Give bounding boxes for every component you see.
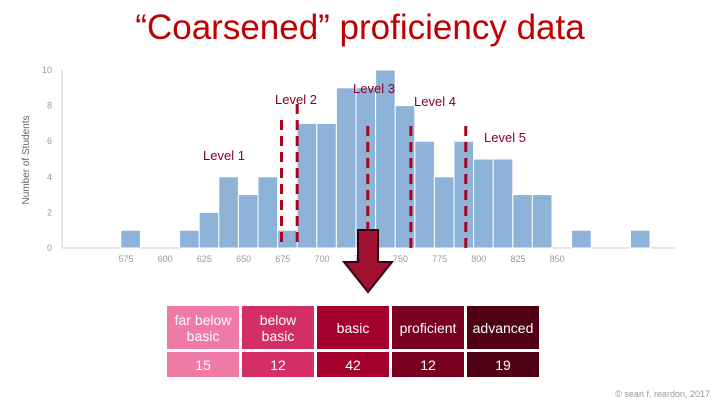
x-tick-label: 850 — [550, 254, 565, 264]
count-cell: 12 — [242, 352, 314, 377]
page-title: “Coarsened” proficiency data — [135, 8, 585, 47]
category-cell: far below basic — [167, 306, 239, 349]
histogram-bar — [375, 69, 396, 249]
category-cell: advanced — [467, 306, 539, 349]
category-cell: proficient — [392, 306, 464, 349]
histogram-bar — [512, 194, 533, 249]
y-tick-label: 6 — [47, 136, 52, 146]
category-cell: basic — [317, 306, 389, 349]
histogram-chart: Number of Students 0 2 4 6 8 10 575 600 625 650 6… — [21, 65, 675, 294]
level-label-1: Level 1 — [203, 148, 245, 163]
histogram-bar — [179, 229, 200, 249]
proficiency-table: far below basic below basic basic profic… — [164, 303, 542, 380]
y-tick-label: 10 — [42, 65, 52, 75]
histogram-bar — [335, 87, 357, 249]
x-tick-label: 675 — [275, 254, 290, 264]
histogram-bar — [198, 211, 220, 249]
histogram-bar — [453, 140, 475, 249]
histogram-bar — [433, 176, 455, 249]
histogram-bar — [473, 158, 494, 249]
y-tick-label: 8 — [47, 101, 52, 111]
down-arrow-icon — [341, 229, 395, 294]
count-cell: 19 — [467, 352, 539, 377]
y-tick-label: 0 — [47, 243, 52, 253]
histogram-bar — [120, 229, 141, 249]
histogram-bar — [571, 229, 592, 249]
x-tick-label: 775 — [432, 254, 447, 264]
y-axis-label: Number of Students — [21, 116, 32, 205]
x-tick-label: 700 — [314, 254, 329, 264]
level-label-3: Level 3 — [353, 81, 395, 96]
y-tick-label: 4 — [47, 172, 52, 182]
level-label-5: Level 5 — [484, 130, 526, 145]
x-tick-label: 575 — [118, 254, 133, 264]
histogram-bar — [316, 122, 337, 249]
histogram-bar — [257, 176, 279, 249]
histogram-bar — [218, 176, 239, 249]
x-tick-label: 800 — [471, 254, 486, 264]
x-tick-label: 650 — [236, 254, 251, 264]
x-tick-label: 825 — [510, 254, 525, 264]
category-cell: below basic — [242, 306, 314, 349]
copyright-credit: © sean f. reardon, 2017 — [615, 389, 710, 399]
histogram-bar — [629, 229, 651, 249]
count-cell: 15 — [167, 352, 239, 377]
x-tick-label: 600 — [158, 254, 173, 264]
count-cell: 12 — [392, 352, 464, 377]
histogram-bar — [414, 140, 435, 249]
x-tick-label: 750 — [393, 254, 408, 264]
histogram-bar — [237, 194, 259, 249]
y-tick-label: 2 — [47, 207, 52, 217]
count-cell: 42 — [317, 352, 389, 377]
histogram-bar — [531, 194, 553, 249]
level-label-2: Level 2 — [275, 92, 317, 107]
histogram-bar — [355, 87, 377, 249]
category-names-row: far below basic below basic basic profic… — [167, 306, 539, 349]
x-tick-label: 625 — [197, 254, 212, 264]
histogram-bar — [296, 122, 318, 249]
histogram-bar — [492, 158, 514, 249]
category-counts-row: 15 12 42 12 19 — [167, 352, 539, 377]
level-label-4: Level 4 — [414, 94, 456, 109]
